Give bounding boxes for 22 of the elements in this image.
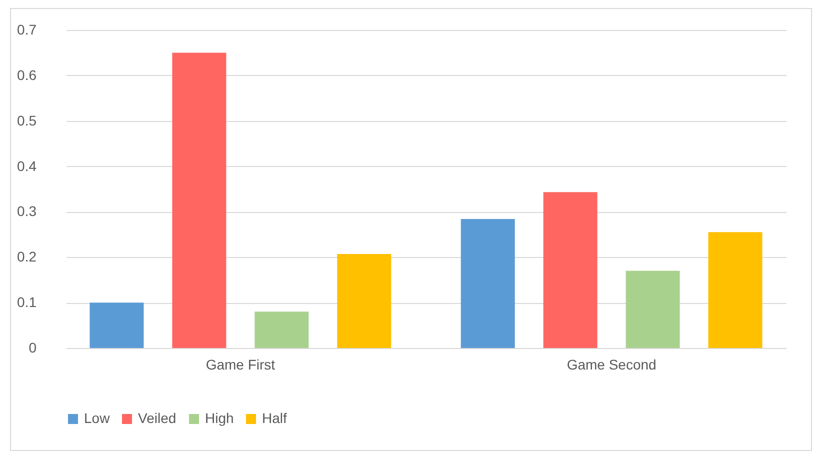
y-tick-label: 0: [28, 340, 37, 356]
legend-label: Veiled: [138, 410, 176, 426]
y-tick-label: 0.1: [17, 294, 37, 310]
y-tick-label: 0.6: [17, 66, 37, 83]
bar: [708, 232, 762, 348]
x-tick-label: Game Second: [566, 356, 656, 372]
legend-label: Half: [262, 410, 288, 426]
y-tick-label: 0.2: [17, 248, 37, 265]
bar: [254, 312, 309, 348]
legend-label: High: [205, 410, 234, 426]
bar: [460, 218, 515, 348]
bar: [337, 254, 392, 348]
bar: [172, 52, 226, 348]
y-tick-label: 0.3: [17, 203, 37, 220]
bar: [543, 192, 598, 348]
y-tick-label: 0.5: [17, 112, 37, 128]
y-tick-label: 0.7: [17, 22, 37, 38]
y-tick-label: 0.4: [17, 158, 37, 174]
bar: [626, 270, 680, 348]
bar: [90, 302, 144, 348]
x-tick-label: Game First: [206, 356, 276, 372]
legend-label: Low: [84, 410, 111, 426]
